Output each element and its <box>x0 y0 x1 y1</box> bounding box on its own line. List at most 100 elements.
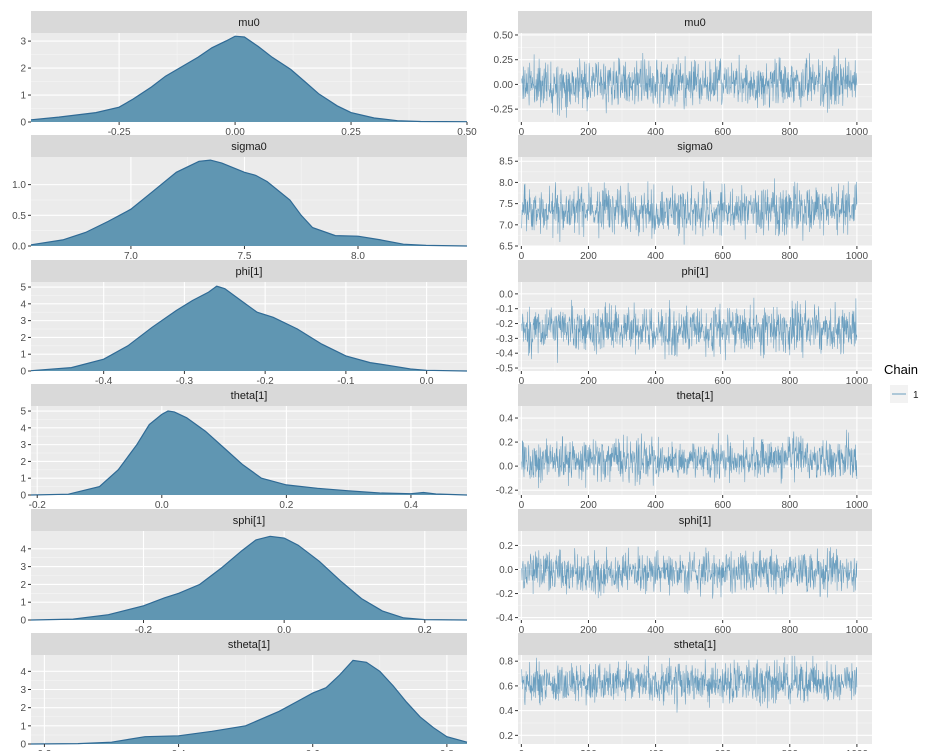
y-tick-label: 0.0 <box>499 565 513 576</box>
y-tick-label: -0.4 <box>496 613 514 624</box>
x-tick-label: 600 <box>714 376 731 387</box>
y-tick-label: 8.0 <box>499 178 513 189</box>
y-tick-label: 3 <box>20 685 26 696</box>
y-tick-label: 0.4 <box>499 414 513 425</box>
x-tick-label: 0.6 <box>306 749 320 751</box>
x-tick-label: 200 <box>580 127 597 138</box>
x-tick-label: 1000 <box>846 625 869 636</box>
y-tick-label: 7.5 <box>499 199 513 210</box>
strip-label: mu0 <box>684 17 705 29</box>
x-tick-label: 200 <box>580 500 597 511</box>
trace-panel-0: mu0 0 200 400 600 800 1000 -0.25 0.00 0.25 0.50 <box>490 11 872 138</box>
x-tick-label: 0.50 <box>457 127 477 138</box>
x-tick-label: 8.0 <box>351 251 365 262</box>
y-tick-label: 0.6 <box>499 681 513 692</box>
x-tick-label: 0.0 <box>420 376 434 387</box>
y-tick-label: 3 <box>20 562 26 573</box>
x-tick-label: 200 <box>580 251 597 262</box>
y-tick-label: 0.25 <box>494 55 514 66</box>
y-tick-label: 1 <box>20 598 26 609</box>
trace-panel-1: sigma0 0 200 400 600 800 1000 6.5 7.0 7.5 8.0 8.5 <box>499 135 872 262</box>
y-tick-label: 4 <box>20 423 26 434</box>
x-tick-label: 0 <box>519 251 525 262</box>
x-tick-label: 400 <box>647 251 664 262</box>
x-tick-label: 0.8 <box>440 749 454 751</box>
y-tick-label: 0 <box>20 491 26 502</box>
strip-label: sigma0 <box>231 141 266 153</box>
x-tick-label: 0.2 <box>418 625 432 636</box>
y-tick-label: 0.5 <box>12 211 26 222</box>
density-panel-1: sigma0 7.0 7.5 8.0 0.0 0.5 1.0 <box>12 135 468 262</box>
y-tick-label: 1 <box>20 721 26 732</box>
x-tick-label: -0.2 <box>29 500 47 511</box>
strip-background <box>31 633 467 655</box>
density-line <box>30 35 468 123</box>
x-tick-label: 0.4 <box>404 500 418 511</box>
y-tick-label: 5 <box>20 283 26 294</box>
strip-label: mu0 <box>238 17 259 29</box>
strip-label: sigma0 <box>677 141 712 153</box>
strip-label: theta[1] <box>677 390 714 402</box>
y-tick-label: 8.5 <box>499 157 513 168</box>
strip-background <box>518 509 872 531</box>
trace-line <box>521 178 858 245</box>
strip-label: theta[1] <box>231 390 268 402</box>
density-area <box>31 160 467 246</box>
y-tick-label: 3 <box>20 440 26 451</box>
x-tick-label: 400 <box>647 500 664 511</box>
y-tick-label: 2 <box>20 333 26 344</box>
panel-background <box>518 406 872 495</box>
x-tick-label: 7.0 <box>124 251 138 262</box>
density-line <box>30 285 468 372</box>
strip-background <box>31 135 467 157</box>
x-tick-label: 200 <box>580 376 597 387</box>
y-tick-label: 0 <box>20 740 26 751</box>
y-tick-label: 5 <box>20 407 26 418</box>
x-tick-label: -0.3 <box>176 376 194 387</box>
x-tick-label: 0.0 <box>277 625 291 636</box>
y-tick-label: -0.4 <box>496 349 514 360</box>
x-tick-label: 1000 <box>846 749 869 751</box>
density-panel-5: stheta[1] 0.2 0.4 0.6 0.8 0 1 2 3 4 <box>20 633 468 751</box>
x-tick-label: 1000 <box>846 251 869 262</box>
trace-line <box>521 546 858 599</box>
y-tick-label: 2 <box>20 580 26 591</box>
x-tick-label: 600 <box>714 500 731 511</box>
y-tick-label: 1 <box>20 91 26 102</box>
y-tick-label: 0 <box>20 118 26 129</box>
strip-label: stheta[1] <box>228 639 270 651</box>
y-tick-label: -0.2 <box>496 589 514 600</box>
x-tick-label: 800 <box>781 625 798 636</box>
y-tick-label: 0.2 <box>499 541 513 552</box>
legend-title: Chain <box>884 362 918 377</box>
strip-background <box>518 135 872 157</box>
legend-label: 1 <box>913 390 919 401</box>
strip-background <box>518 633 872 655</box>
y-tick-label: 2 <box>20 457 26 468</box>
y-tick-label: 1 <box>20 350 26 361</box>
trace-line <box>521 48 858 118</box>
x-tick-label: 0.00 <box>225 127 245 138</box>
x-tick-label: 800 <box>781 251 798 262</box>
x-tick-label: 600 <box>714 127 731 138</box>
x-tick-label: 0.4 <box>172 749 186 751</box>
y-tick-label: 6.5 <box>499 242 513 253</box>
strip-background <box>31 509 467 531</box>
x-tick-label: 800 <box>781 749 798 751</box>
x-tick-label: 400 <box>647 376 664 387</box>
trace-panel-4: sphi[1] 0 200 400 600 800 1000 -0.4 -0.2 0.0 0.2 <box>496 509 872 636</box>
density-line <box>30 535 468 621</box>
strip-background <box>518 11 872 33</box>
y-tick-label: 1.0 <box>12 180 26 191</box>
x-tick-label: 0 <box>519 749 525 751</box>
x-tick-label: -0.2 <box>135 625 153 636</box>
x-tick-label: 1000 <box>846 500 869 511</box>
y-tick-label: 0 <box>20 616 26 627</box>
strip-background <box>518 260 872 282</box>
y-tick-label: 0.8 <box>499 657 513 668</box>
x-tick-label: 800 <box>781 500 798 511</box>
x-tick-label: 600 <box>714 749 731 751</box>
x-tick-label: 400 <box>647 127 664 138</box>
x-tick-label: 800 <box>781 376 798 387</box>
